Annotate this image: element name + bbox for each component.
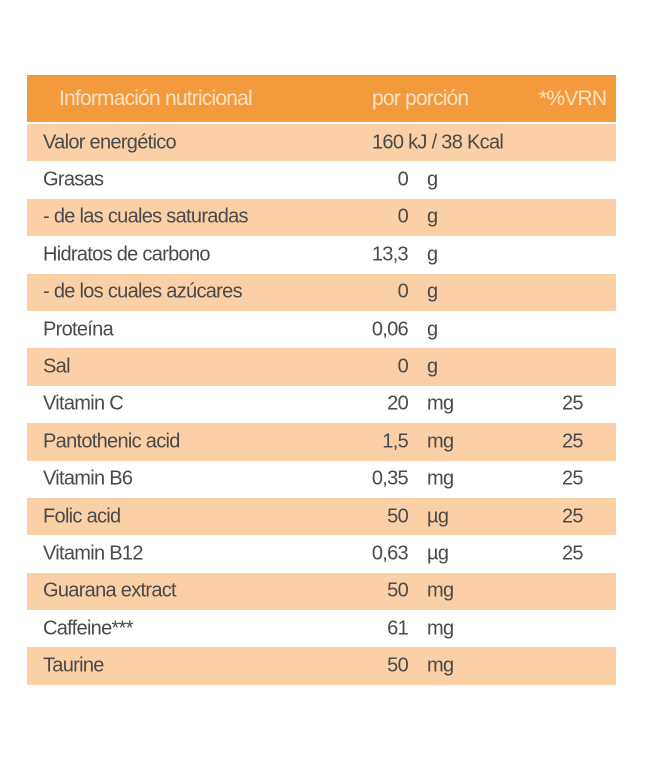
table-row: Grasas 0 g — [27, 161, 616, 198]
table-row-energy: Valor energético 160 kJ / 38 Kcal — [27, 124, 616, 162]
table-row: Guarana extract 50 mg — [27, 572, 616, 611]
table-row: Vitamin B6 0,35 mg 25 — [27, 461, 616, 498]
row-unit: mg — [427, 430, 454, 453]
row-vrn: 25 — [562, 467, 584, 490]
row-value: 20 — [387, 392, 409, 415]
row-value: 13,3 — [371, 243, 409, 266]
row-unit: mg — [427, 392, 454, 415]
row-label: Vitamin C — [43, 392, 124, 415]
row-unit: g — [427, 280, 438, 303]
row-vrn: 25 — [562, 392, 584, 415]
header-vrn: *%VRN — [539, 86, 607, 110]
row-label: Valor energético — [43, 131, 177, 154]
row-value: 0,35 — [371, 467, 409, 490]
row-unit: µg — [427, 542, 449, 565]
row-unit: mg — [427, 617, 454, 640]
row-label: Folic acid — [43, 505, 121, 528]
row-value: 0 — [397, 205, 409, 228]
row-vrn: 25 — [562, 505, 584, 528]
row-unit: µg — [427, 505, 449, 528]
row-unit: g — [427, 318, 438, 341]
row-value: 50 — [387, 505, 409, 528]
row-vrn: 25 — [562, 430, 584, 453]
row-label: Vitamin B12 — [43, 542, 143, 565]
table-row: Taurine 50 mg — [27, 647, 616, 685]
row-value: 1,5 — [382, 430, 408, 453]
table-row: Sal 0 g — [27, 348, 616, 386]
row-unit: g — [427, 243, 438, 266]
row-label: Hidratos de carbono — [43, 243, 211, 266]
nutrition-table: Información nutricional por porción *%VR… — [27, 75, 616, 685]
table-row: Pantothenic acid 1,5 mg 25 — [27, 423, 616, 461]
row-label: Vitamin B6 — [43, 467, 133, 490]
row-value: 160 kJ / 38 Kcal — [372, 131, 504, 154]
table-row: - de las cuales saturadas 0 g — [27, 198, 616, 237]
table-row: Vitamin C 20 mg 25 — [27, 386, 616, 423]
row-value: 50 — [387, 654, 409, 677]
row-label: Proteína — [43, 318, 114, 341]
row-value: 0,06 — [371, 318, 409, 341]
table-row: Hidratos de carbono 13,3 g — [27, 236, 616, 273]
row-label: - de los cuales azúcares — [43, 280, 243, 303]
row-unit: mg — [427, 654, 454, 677]
table-row: Proteína 0,06 g — [27, 311, 616, 348]
header-label: Información nutricional — [59, 86, 253, 110]
row-label: Grasas — [43, 168, 104, 191]
row-value: 50 — [387, 579, 409, 602]
row-label: Guarana extract — [43, 579, 177, 602]
row-label: Sal — [43, 355, 71, 378]
row-label: Caffeine*** — [43, 617, 133, 640]
row-unit: g — [427, 205, 438, 228]
table-row: Vitamin B12 0,63 µg 25 — [27, 535, 616, 572]
row-label: Taurine — [43, 654, 104, 677]
row-label: - de las cuales saturadas — [43, 205, 249, 228]
row-label: Pantothenic acid — [43, 430, 180, 453]
table-row: Folic acid 50 µg 25 — [27, 497, 616, 536]
header-per-serving: por porción — [372, 86, 469, 110]
row-unit: mg — [427, 467, 454, 490]
row-value: 0 — [397, 355, 409, 378]
row-unit: mg — [427, 579, 454, 602]
table-header: Información nutricional por porción *%VR… — [27, 75, 616, 122]
table-row: - de los cuales azúcares 0 g — [27, 273, 616, 311]
row-unit: g — [427, 168, 438, 191]
table-row: Caffeine*** 61 mg — [27, 610, 616, 647]
row-value: 0 — [397, 280, 409, 303]
row-value: 0 — [397, 168, 409, 191]
row-unit: g — [427, 355, 438, 378]
row-vrn: 25 — [562, 542, 584, 565]
row-value: 0,63 — [371, 542, 409, 565]
row-value: 61 — [387, 617, 409, 640]
